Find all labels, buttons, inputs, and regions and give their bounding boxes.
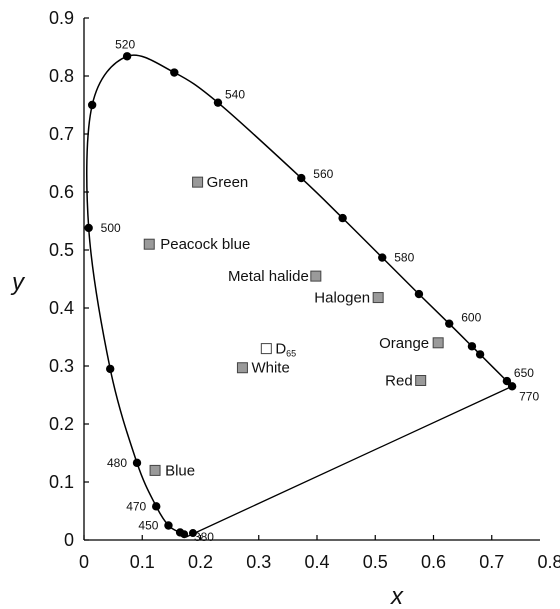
y-tick-label: 0.2 [49,414,74,434]
locus-point [378,253,387,262]
locus-point [106,364,115,374]
locus-point [132,458,142,468]
locus-point [502,376,512,386]
spectral-locus-curve [86,54,513,538]
light-source-label: Orange [379,335,429,352]
x-tick-label: 0.2 [188,552,213,572]
locus-point [507,382,517,391]
locus-point [188,529,197,538]
light-source-label: White [251,360,289,377]
light-source-subscript: 65 [286,349,296,359]
y-tick-label: 0.6 [49,182,74,202]
light-source-label: Green [207,174,249,191]
wavelength-label: 520 [115,37,135,51]
light-source-label: D65 [275,341,296,359]
y-tick-label: 0.8 [49,66,74,86]
x-ticks: 0 0.1 0.2 0.3 0.4 0.5 0.6 0.7 0.8 [79,535,560,572]
light-source-marker [432,337,444,349]
y-tick-label: 0 [64,530,74,550]
y-tick-label: 0.1 [49,472,74,492]
x-axis-label: x [390,583,404,609]
locus-point [338,213,347,223]
locus-point [467,342,477,351]
x-tick-label: 0.4 [304,552,329,572]
light-source-label: Red [385,373,413,390]
wavelength-label: 480 [107,456,127,470]
locus-point [213,98,223,107]
locus-point [475,350,485,359]
light-source-marker [260,343,272,355]
wavelength-label: 650 [514,366,534,380]
locus-point [152,502,161,511]
x-tick-label: 0 [79,552,89,572]
locus-point [84,223,93,233]
wavelength-label: 580 [394,251,414,265]
y-tick-label: 0.3 [49,356,74,376]
light-source-marker [372,292,384,304]
light-source-marker [415,375,427,386]
wavelength-label: 770 [519,389,539,403]
locus-point [170,68,179,77]
locus-point [87,100,97,110]
wavelength-label: 470 [126,499,146,513]
spectral-locus: 380 450 470 480 500 520 540 560 580 600 650 770 [84,37,539,544]
wavelength-label: 540 [225,88,245,102]
x-tick-label: 0.3 [246,552,271,572]
x-tick-label: 0.7 [479,552,504,572]
locus-point [414,289,424,299]
light-sources: Green Peacock blue Metal halide Halogen D65W… [143,174,444,479]
light-source-label: Peacock blue [160,236,250,253]
x-tick-label: 0.8 [537,552,560,572]
x-tick-label: 0.1 [130,552,155,572]
light-source-marker [143,238,155,250]
wavelength-label: 380 [194,530,214,544]
light-source-marker [149,464,161,476]
locus-point [297,173,306,183]
light-source-marker [236,362,248,374]
wavelength-label: 560 [313,167,333,181]
wavelength-label: 500 [101,221,121,235]
x-tick-label: 0.6 [421,552,446,572]
line-of-purples [185,385,513,538]
y-tick-label: 0.5 [49,240,74,260]
light-source-label: Metal halide [228,268,309,285]
y-tick-label: 0.9 [49,8,74,28]
locus-point [180,530,189,539]
x-tick-label: 0.5 [363,552,388,572]
light-source-marker [192,176,204,188]
y-tick-label: 0.7 [49,124,74,144]
wavelength-label: 450 [138,519,158,533]
light-source-marker [310,270,322,282]
axes [83,18,540,541]
y-axis-label: y [10,269,26,296]
locus-point [445,319,454,328]
locus-point [122,52,132,61]
light-source-label: Blue [165,462,195,479]
y-tick-label: 0.4 [49,298,74,318]
wavelength-label: 600 [461,311,481,325]
light-source-label: Halogen [314,290,370,307]
y-ticks: 0 0.1 0.2 0.3 0.4 0.5 0.6 0.7 0.8 0.9 [49,8,89,550]
locus-point [164,521,173,530]
